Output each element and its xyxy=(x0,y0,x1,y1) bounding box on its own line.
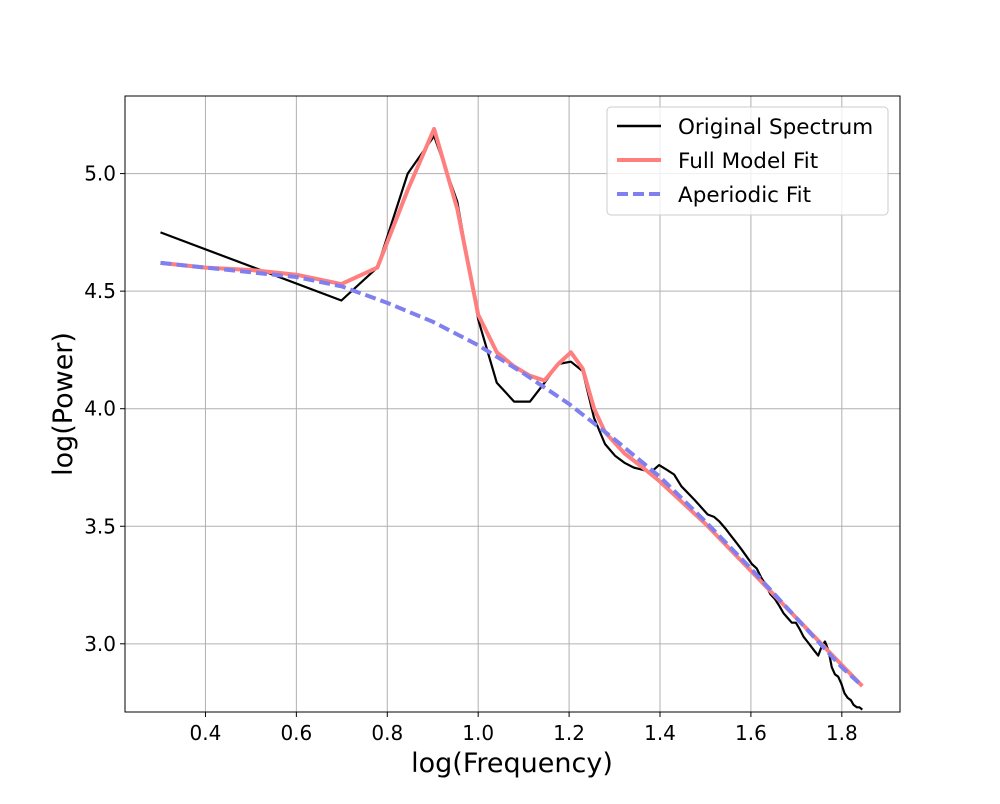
x-tick-label: 1.4 xyxy=(644,721,676,745)
y-axis-label: log(Power) xyxy=(48,332,79,476)
series-line-full-model-fit xyxy=(160,126,864,688)
x-tick-label: 0.8 xyxy=(371,721,403,745)
series-line-aperiodic-fit xyxy=(160,260,864,688)
series-line-original-spectrum xyxy=(160,134,863,711)
plot-frame xyxy=(124,95,901,713)
legend: Original Spectrum Full Model Fit Aperiod… xyxy=(606,106,889,216)
y-tick-label: 3.0 xyxy=(84,632,116,656)
legend-label-full-model-fit: Full Model Fit xyxy=(678,149,818,174)
legend-label-aperiodic-fit: Aperiodic Fit xyxy=(678,183,811,208)
y-tick-label: 5.0 xyxy=(84,162,116,186)
x-tick-label: 1.2 xyxy=(553,721,585,745)
series-layer xyxy=(160,126,864,711)
y-tick-label: 4.0 xyxy=(84,397,116,421)
legend-box xyxy=(606,106,889,216)
tick-layer: 0.4 0.6 0.8 1.0 1.2 1.4 1.6 1.8 3.0 3.5 4.0 4.5 5.0 xyxy=(84,162,858,745)
x-tick-label: 0.4 xyxy=(190,721,222,745)
x-axis-label: log(Frequency) xyxy=(411,748,613,779)
x-tick-label: 0.6 xyxy=(280,721,312,745)
y-tick-label: 4.5 xyxy=(84,279,116,303)
y-tick-label: 3.5 xyxy=(84,514,116,538)
x-tick-label: 1.6 xyxy=(735,721,767,745)
legend-label-original-spectrum: Original Spectrum xyxy=(678,115,873,140)
x-tick-label: 1.8 xyxy=(826,721,858,745)
x-tick-label: 1.0 xyxy=(462,721,494,745)
